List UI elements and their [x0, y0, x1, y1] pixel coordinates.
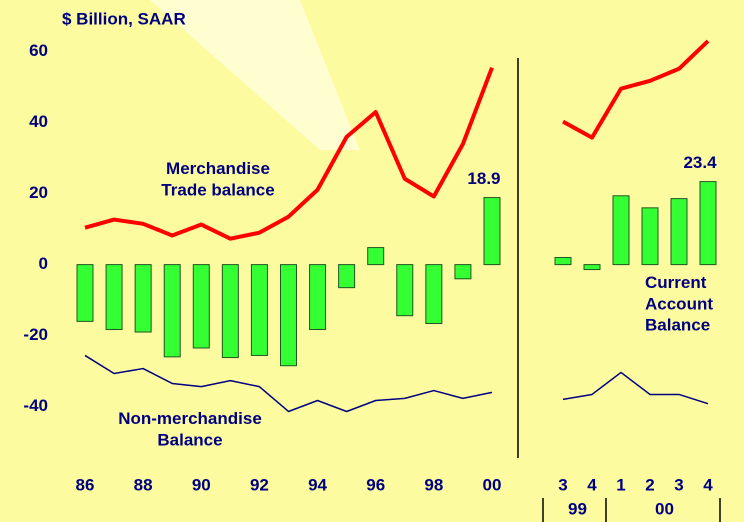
x-tick-label: 94 — [308, 475, 327, 494]
x-tick-label: 00 — [483, 475, 502, 494]
data-label: 18.9 — [467, 169, 500, 188]
line-series — [84, 354, 493, 413]
bar — [612, 195, 630, 266]
x-tick-label: 92 — [250, 475, 269, 494]
y-tick-label: 40 — [29, 112, 48, 131]
bar — [105, 264, 123, 331]
bar — [699, 181, 717, 266]
x-tick-label: 88 — [134, 475, 153, 494]
bar — [221, 264, 239, 359]
x-tick-label: 1 — [616, 475, 625, 494]
data-label: 23.4 — [683, 153, 717, 172]
y-tick-label: 0 — [39, 254, 48, 273]
x-tick-label: 98 — [424, 475, 443, 494]
bar — [583, 264, 601, 271]
series-label: Merchandise Trade balance — [161, 159, 274, 199]
bar — [554, 257, 572, 266]
bar — [641, 207, 659, 266]
y-tick-label: 60 — [29, 41, 48, 60]
line-series — [562, 371, 709, 405]
series-label: Current Account Balance — [645, 273, 713, 335]
bar — [309, 264, 327, 331]
x-tick-label: 3 — [674, 475, 683, 494]
bar — [192, 264, 210, 349]
line-series — [84, 66, 494, 241]
x-tick-label: 90 — [192, 475, 211, 494]
x-group-label: 00 — [655, 499, 674, 518]
line-series — [562, 39, 710, 140]
chart-title: $ Billion, SAAR — [62, 9, 186, 28]
y-tick-label: 20 — [29, 183, 48, 202]
bar — [134, 264, 152, 333]
x-tick-label: 2 — [645, 475, 654, 494]
bar — [250, 264, 268, 356]
bar — [396, 264, 414, 317]
x-tick-label: 3 — [558, 475, 567, 494]
bar — [76, 264, 94, 322]
bar — [338, 264, 356, 289]
y-tick-label: -40 — [23, 396, 48, 415]
series-label: Non-merchandise Balance — [118, 409, 262, 449]
y-tick-label: -20 — [23, 325, 48, 344]
x-tick-label: 4 — [703, 475, 713, 494]
bar — [483, 197, 501, 266]
x-group-label: 99 — [568, 499, 587, 518]
bar — [454, 264, 472, 280]
bar — [163, 264, 181, 358]
bar — [367, 247, 385, 266]
x-tick-label: 96 — [366, 475, 385, 494]
light-beam — [150, 0, 360, 150]
bar — [279, 264, 297, 367]
x-tick-label: 4 — [587, 475, 597, 494]
bar — [425, 264, 443, 325]
x-tick-label: 86 — [76, 475, 95, 494]
bar — [670, 198, 688, 266]
